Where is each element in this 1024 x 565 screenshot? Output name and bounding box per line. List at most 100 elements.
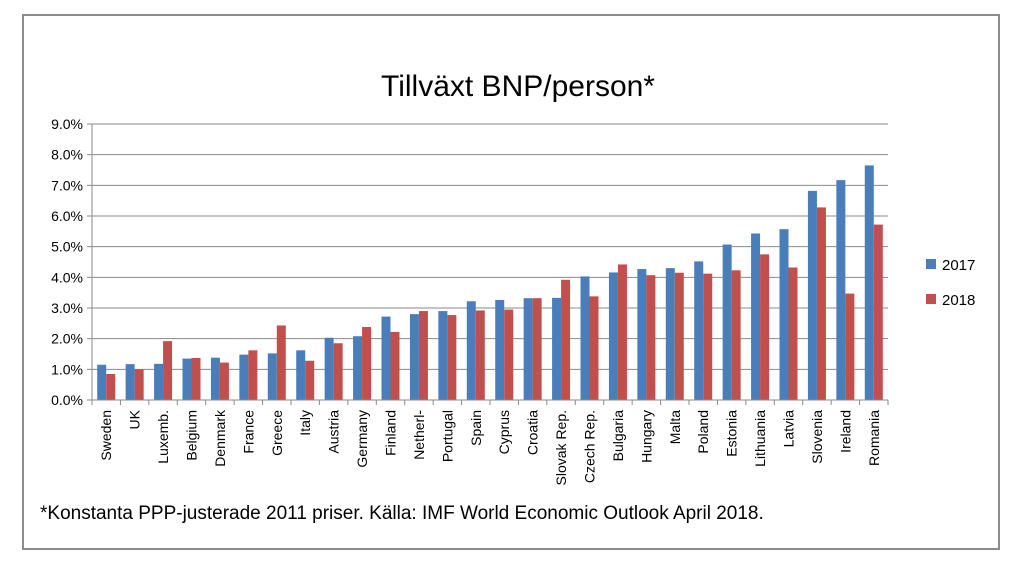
legend-swatch-2018	[926, 294, 936, 304]
bar-2017-Ireland	[836, 180, 846, 400]
bar-2017-Spain	[466, 301, 476, 400]
bar-2018-Estonia	[731, 270, 741, 400]
bar-2018-Malta	[674, 272, 684, 400]
x-category-label: Bulgaria	[610, 410, 626, 462]
y-tick-label: 0.0%	[51, 392, 83, 408]
bar-2018-Sweden	[106, 373, 116, 400]
x-category-label: Germany	[354, 410, 370, 468]
y-axis-ticks: 0.0% 1.0% 2.0% 3.0% 4.0% 5.0% 6.0% 7.0% 8.0% 9.0%	[51, 116, 83, 408]
x-category-label: France	[240, 410, 256, 454]
x-category-label: Netherl-	[411, 410, 427, 460]
bar-2018-Croatia	[532, 298, 542, 400]
x-category-label: Austria	[326, 410, 342, 454]
x-category-label: Italy	[297, 410, 313, 436]
bar-2017-Malta	[665, 268, 675, 400]
y-tick-label: 2.0%	[51, 331, 83, 347]
bar-2018-Italy	[305, 360, 315, 400]
x-category-label: Sweden	[98, 410, 114, 461]
bar-2017-Czech Rep.	[580, 276, 590, 400]
y-tick-label: 8.0%	[51, 147, 83, 163]
x-category-label: Luxemb.	[155, 410, 171, 464]
x-category-label: Hungary	[638, 410, 654, 463]
x-category-label: Slovak Rep.	[553, 410, 569, 485]
x-category-label: Greece	[269, 410, 285, 456]
bar-2018-Romania	[873, 224, 883, 400]
y-tick-label: 7.0%	[51, 177, 83, 193]
bar-2018-Latvia	[788, 267, 798, 400]
bar-2017-Luxemb.	[154, 363, 164, 400]
x-category-label: Cyprus	[496, 410, 512, 454]
bar-2017-Slovak Rep.	[552, 297, 562, 400]
bar-2017-Greece	[267, 353, 277, 400]
x-category-label: Finland	[383, 410, 399, 456]
x-category-label: Portugal	[439, 410, 455, 462]
bar-2017-Portugal	[438, 311, 448, 400]
bar-2017-Belgium	[182, 358, 192, 400]
bar-2017-Latvia	[779, 229, 789, 400]
x-category-label: Estonia	[724, 410, 740, 457]
x-category-label: Romania	[866, 410, 882, 466]
bar-2017-Croatia	[523, 298, 533, 400]
x-category-label: Latvia	[781, 410, 797, 448]
chart-title: Tillväxt BNP/person*	[381, 70, 655, 103]
bar-2018-Hungary	[646, 275, 656, 400]
bar-2017-France	[239, 354, 249, 400]
bar-2017-Hungary	[637, 269, 647, 400]
bar-2018-Austria	[333, 343, 343, 400]
bar-2017-Bulgaria	[608, 272, 618, 400]
x-category-label: Slovenia	[809, 410, 825, 464]
bar-2018-Slovenia	[816, 207, 826, 400]
bar-2018-UK	[134, 369, 144, 400]
x-category-label: Malta	[667, 410, 683, 444]
axes	[91, 124, 889, 405]
bar-2017-Sweden	[97, 364, 107, 400]
bar-2017-UK	[125, 364, 135, 400]
x-category-label: Spain	[468, 410, 484, 446]
chart-footnote: *Konstanta PPP-justerade 2011 priser. Kä…	[40, 503, 764, 524]
bar-2018-Ireland	[845, 293, 855, 400]
bar-2017-Slovenia	[807, 190, 817, 400]
legend-label-2018: 2018	[942, 292, 975, 309]
x-axis-categories: Sweden UK Luxemb. Belgium Denmark France Greec…	[98, 409, 882, 485]
y-tick-label: 3.0%	[51, 300, 83, 316]
x-category-label: Czech Rep.	[582, 410, 598, 483]
bar-2018-Greece	[276, 325, 286, 400]
bar-2018-Germany	[362, 327, 372, 400]
bar-2017-Lithuania	[751, 233, 761, 400]
bar-2018-Netherl-	[418, 311, 428, 400]
bars	[97, 165, 883, 400]
bar-2018-France	[248, 350, 258, 400]
y-tick-label: 1.0%	[51, 361, 83, 377]
y-tick-label: 5.0%	[51, 239, 83, 255]
bar-2018-Luxemb.	[163, 341, 173, 400]
bar-2018-Czech Rep.	[589, 296, 599, 400]
x-category-label: Poland	[695, 410, 711, 454]
x-category-label: Croatia	[525, 410, 541, 455]
legend-swatch-2017	[926, 259, 936, 269]
bar-2018-Cyprus	[504, 309, 514, 400]
x-category-label: Ireland	[837, 410, 853, 453]
bar-2018-Finland	[390, 331, 400, 400]
bar-2018-Poland	[703, 273, 713, 400]
legend-label-2017: 2017	[942, 257, 975, 274]
bar-2018-Slovak Rep.	[561, 279, 571, 400]
bar-2018-Denmark	[219, 362, 229, 400]
bar-2018-Spain	[475, 310, 485, 400]
x-category-label: UK	[127, 409, 143, 429]
bar-2017-Cyprus	[495, 300, 505, 400]
bar-2017-Estonia	[722, 244, 732, 400]
y-tick-label: 4.0%	[51, 269, 83, 285]
bar-2018-Lithuania	[760, 254, 770, 400]
bar-2018-Bulgaria	[617, 264, 627, 400]
y-tick-label: 6.0%	[51, 208, 83, 224]
bar-2017-Poland	[694, 261, 704, 400]
bar-2017-Austria	[324, 337, 334, 400]
bar-2018-Belgium	[191, 357, 201, 400]
bar-2018-Portugal	[447, 315, 457, 400]
y-tick-label: 9.0%	[51, 116, 83, 132]
x-category-label: Lithuania	[752, 410, 768, 467]
bar-2017-Netherl-	[409, 314, 419, 400]
bar-2017-Denmark	[210, 357, 220, 400]
x-category-label: Denmark	[212, 409, 228, 467]
